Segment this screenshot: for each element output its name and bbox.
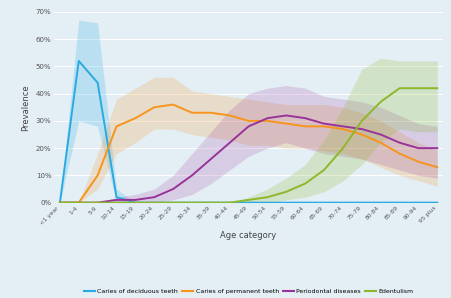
Y-axis label: Prevalence: Prevalence — [21, 84, 30, 131]
X-axis label: Age category: Age category — [220, 231, 276, 240]
Legend: Caries of deciduous teeth, Caries of permanent teeth, Periodontal diseases, Eden: Caries of deciduous teeth, Caries of per… — [81, 286, 415, 296]
